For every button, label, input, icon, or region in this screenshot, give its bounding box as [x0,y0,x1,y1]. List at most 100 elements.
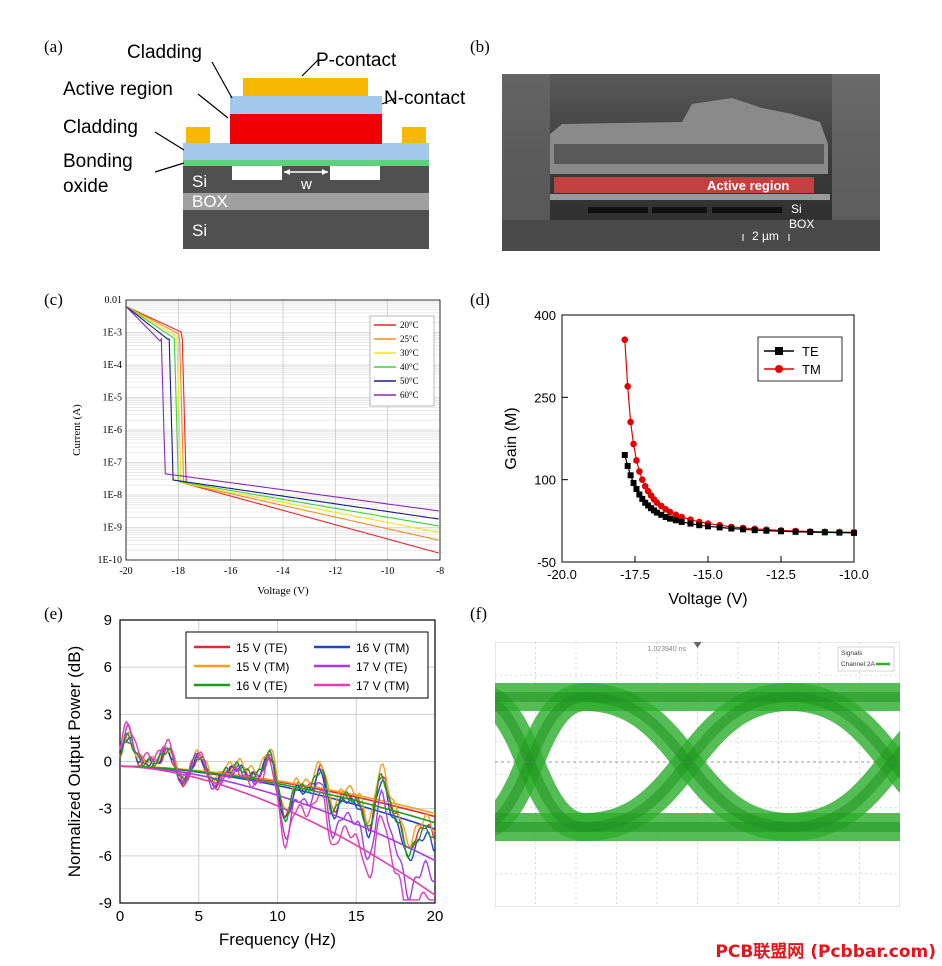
leader-line [154,162,185,173]
series-line [125,306,439,541]
data-point [851,529,857,536]
x-axis-label: Frequency (Hz) [219,930,336,949]
data-point [667,515,674,522]
data-point [662,513,669,520]
legend-box [369,315,435,407]
si-bottom-label: Si [192,221,207,240]
leader-line [211,61,233,99]
y-tick-label: 250 [534,390,556,405]
data-point [633,485,640,492]
leader-line [381,97,397,105]
data-point [636,491,643,498]
series-line [125,306,439,533]
sem-box-label: BOX [789,217,814,231]
data-point [716,524,723,531]
y-tick-label: 400 [534,308,556,323]
data-point [621,451,628,458]
leader-line [301,59,319,77]
legend-label: 50°C [400,376,419,386]
si-top-label: Si [192,172,207,191]
panel-label-e: (e) [44,604,63,623]
data-point [627,472,634,479]
n-contact-label: N-contact [384,88,466,109]
sem-image: Active region Si BOX 2 µm [502,74,880,251]
y-tick-label: 1E-4 [103,360,122,371]
data-point [672,511,680,519]
legend-label: TE [802,344,819,359]
cladding-bottom-label: Cladding [63,117,138,138]
data-point [639,476,646,483]
data-point [728,525,735,532]
data-point [678,518,685,525]
y-tick-label: 100 [534,473,556,488]
data-point [792,528,799,535]
trench-left [232,165,282,180]
p-contact-label: P-contact [316,50,397,71]
leader-line [154,131,185,151]
top-cladding-layer [230,96,382,114]
series-line [125,306,439,527]
eye-diagram: 1.023940 ns Signals Channel 2A [495,642,900,907]
data-point [672,517,679,524]
series-line [125,306,439,554]
legend-label: 16 V (TE) [236,679,287,693]
sem-si-label: Si [791,202,802,216]
active-region-label: Active region [63,79,173,100]
p-contact-pad [243,78,368,96]
legend-label: 20°C [400,320,419,330]
x-tick-label: -17.5 [620,567,650,582]
y-tick-label: -6 [99,848,112,865]
sem-substrate [502,220,880,251]
legend-label: 15 V (TM) [236,660,289,674]
legend-label: 40°C [400,362,419,372]
oxide-label: oxide [63,176,108,197]
y-tick-label: -3 [99,801,112,818]
channel-label: Channel 2A [841,661,876,668]
y-axis-label: Current (A) [71,404,83,456]
legend-label: 30°C [400,348,419,358]
device-schematic: w Cladding P-contact Active region N-con… [63,42,466,249]
leader-line [197,93,229,119]
y-tick-label: 3 [104,706,112,723]
x-tick-label: -12 [329,566,342,577]
sem-active-label: Active region [707,178,789,193]
y-axis-label: Gain (M) [503,407,520,469]
x-tick-label: 5 [195,908,203,925]
data-point [630,479,637,486]
data-point [627,418,634,426]
y-tick-label: 0.01 [105,295,123,306]
x-tick-label: -20 [119,566,132,577]
n-contact-left [186,127,210,143]
legend-marker [775,365,783,373]
y-tick-label: -50 [537,555,556,570]
n-contact-right [402,127,426,143]
trench-right [330,165,380,180]
data-point [696,522,703,529]
bonding-oxide-layer [183,159,429,166]
data-point [751,527,758,534]
si-device-layer [183,165,429,193]
legend-label: 25°C [400,334,419,344]
y-tick-label: 1E-7 [103,458,122,469]
sem-right-wall [832,74,880,224]
legend-label: 16 V (TM) [356,641,409,655]
x-tick-label: 15 [348,908,365,925]
x-tick-label: -20.0 [547,567,577,582]
y-tick-label: 1E-10 [98,555,122,566]
gain-chart: -20.0 -17.5 -15.0 -12.5 -10.0 -50 100 250 400 Vol… [503,308,869,608]
x-axis-label: Voltage (V) [668,591,747,608]
box-label: BOX [192,192,228,211]
active-region-layer [230,114,382,144]
legend-label: 17 V (TM) [356,679,409,693]
panel-label-a: (a) [44,37,63,56]
x-tick-label: 20 [427,908,444,925]
x-tick-label: -18 [172,566,185,577]
plot-frame [119,619,436,904]
x-tick-label: 10 [269,908,286,925]
arrowhead [284,169,290,175]
frequency-response-chart: 0 5 10 15 20 9 6 3 0 -3 -6 -9 Frequency (Hz) Normaliz… [65,612,444,949]
fit-line [120,765,436,896]
panel-label-c: (c) [44,290,63,309]
y-tick-label: 1E-8 [103,490,122,501]
legend-label: 60°C [400,390,419,400]
